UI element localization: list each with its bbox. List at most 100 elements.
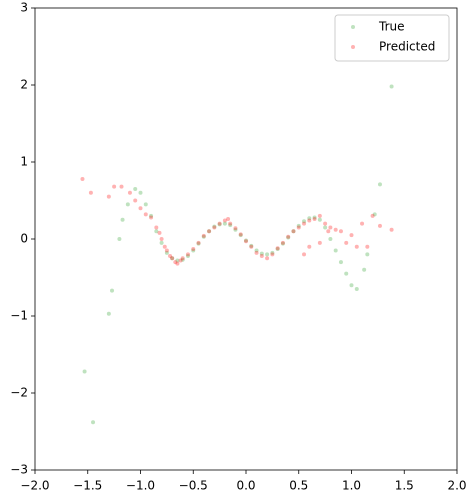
point bbox=[249, 243, 254, 248]
x-tick-label: 1.0 bbox=[342, 479, 361, 493]
point bbox=[157, 230, 162, 235]
point bbox=[344, 240, 349, 245]
y-tick-label: 1 bbox=[20, 155, 28, 169]
point bbox=[275, 246, 280, 251]
point bbox=[270, 252, 275, 257]
point bbox=[291, 229, 296, 234]
point bbox=[360, 221, 365, 226]
point bbox=[302, 252, 307, 257]
x-tick-label: −0.5 bbox=[179, 479, 208, 493]
point bbox=[254, 248, 259, 253]
point bbox=[217, 222, 222, 227]
point bbox=[106, 311, 111, 316]
point bbox=[354, 244, 359, 249]
point bbox=[302, 219, 307, 224]
point bbox=[317, 217, 322, 222]
legend-label: True bbox=[378, 20, 405, 34]
point bbox=[154, 225, 159, 230]
point bbox=[191, 248, 196, 253]
point bbox=[133, 186, 138, 191]
y-tick-label: −1 bbox=[10, 309, 28, 323]
point bbox=[133, 198, 138, 203]
point bbox=[212, 225, 217, 230]
point bbox=[328, 237, 333, 241]
point bbox=[170, 256, 175, 261]
y-tick-label: 2 bbox=[20, 78, 28, 92]
point bbox=[286, 234, 291, 239]
point bbox=[228, 221, 233, 226]
point bbox=[180, 257, 185, 262]
legend-box bbox=[334, 14, 450, 62]
point bbox=[307, 218, 312, 223]
point bbox=[377, 182, 382, 187]
point bbox=[217, 221, 222, 226]
point bbox=[106, 194, 111, 199]
point bbox=[317, 213, 322, 218]
point bbox=[259, 253, 264, 258]
point bbox=[185, 252, 190, 257]
point bbox=[372, 212, 377, 217]
point bbox=[91, 420, 96, 425]
point bbox=[185, 253, 190, 258]
point bbox=[333, 248, 338, 253]
point bbox=[173, 260, 178, 265]
x-tick-label: −1.5 bbox=[73, 479, 102, 493]
point bbox=[286, 235, 291, 240]
point bbox=[196, 241, 201, 246]
point bbox=[349, 283, 354, 288]
point bbox=[222, 218, 227, 223]
point bbox=[110, 288, 115, 293]
legend-marker bbox=[351, 45, 355, 49]
point bbox=[117, 237, 122, 241]
point bbox=[312, 215, 317, 220]
point bbox=[265, 256, 270, 261]
point bbox=[196, 240, 201, 245]
point bbox=[143, 212, 148, 217]
point bbox=[88, 190, 93, 195]
point bbox=[112, 184, 117, 189]
point bbox=[326, 229, 331, 234]
point bbox=[222, 221, 227, 226]
point bbox=[82, 369, 87, 374]
legend-marker bbox=[351, 25, 355, 29]
x-tick-label: −1.0 bbox=[126, 479, 155, 493]
point bbox=[191, 247, 196, 252]
y-tick-label: 0 bbox=[20, 232, 28, 246]
point bbox=[164, 250, 169, 255]
point bbox=[170, 256, 175, 261]
point bbox=[254, 250, 259, 255]
point bbox=[149, 213, 154, 218]
point bbox=[365, 244, 370, 249]
point bbox=[328, 225, 333, 230]
point bbox=[233, 226, 238, 231]
point bbox=[164, 248, 169, 253]
point bbox=[226, 216, 231, 221]
x-tick-label: −2.0 bbox=[20, 479, 49, 493]
point bbox=[270, 250, 275, 255]
point bbox=[159, 237, 164, 241]
point bbox=[154, 229, 159, 234]
point bbox=[212, 224, 217, 229]
x-tick-label: 2.0 bbox=[447, 479, 466, 493]
point bbox=[233, 227, 238, 232]
point bbox=[180, 256, 185, 261]
point bbox=[302, 221, 307, 226]
point bbox=[149, 215, 154, 220]
point bbox=[244, 238, 248, 243]
point bbox=[323, 221, 328, 226]
point bbox=[120, 217, 125, 222]
x-tick-label: 0.5 bbox=[289, 479, 308, 493]
point bbox=[80, 176, 85, 181]
point bbox=[168, 253, 173, 258]
point bbox=[178, 258, 183, 263]
point bbox=[344, 271, 349, 276]
point bbox=[138, 206, 143, 211]
point bbox=[296, 223, 301, 228]
point bbox=[207, 229, 212, 234]
point bbox=[259, 251, 264, 256]
point bbox=[338, 260, 343, 265]
point bbox=[323, 225, 328, 230]
point bbox=[138, 190, 143, 195]
point bbox=[333, 227, 338, 232]
